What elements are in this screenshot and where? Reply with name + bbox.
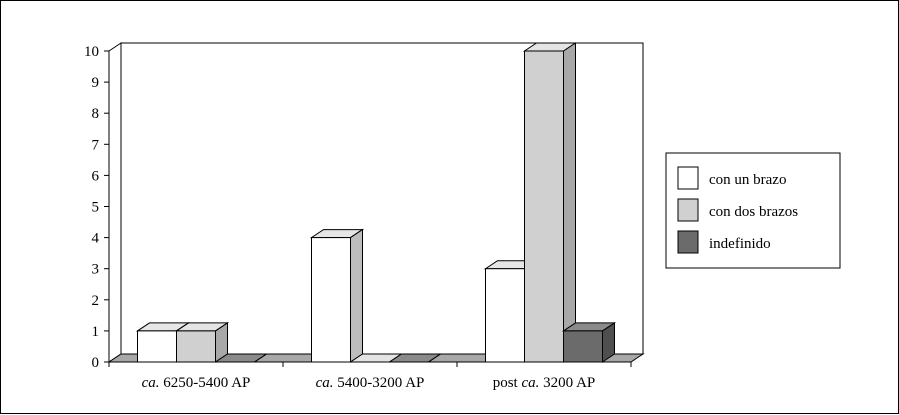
y-tick-label: 6 <box>92 168 100 184</box>
legend-label: con un brazo <box>709 172 786 188</box>
y-tick-label: 3 <box>92 262 100 278</box>
chart-side-wall <box>108 42 122 363</box>
legend-swatch <box>677 230 699 254</box>
y-tick-label: 9 <box>92 75 100 91</box>
bar-side-face <box>254 353 267 363</box>
legend-swatch <box>677 166 699 190</box>
bar-side-face <box>563 42 576 363</box>
y-tick-label: 8 <box>92 106 100 122</box>
x-category-label: post ca. 3200 AP <box>493 375 596 391</box>
y-tick-label: 0 <box>92 355 100 371</box>
y-tick-label: 2 <box>92 293 100 309</box>
bar <box>311 237 351 363</box>
legend-label: con dos brazos <box>709 204 798 220</box>
bar <box>563 330 603 363</box>
bar <box>176 330 216 363</box>
bar-side-face <box>428 353 441 363</box>
x-category-label: ca. 5400-3200 AP <box>316 375 425 391</box>
legend-swatch <box>677 198 699 222</box>
legend-label: indefinido <box>709 236 771 252</box>
y-tick-label: 4 <box>92 231 100 247</box>
bar <box>524 50 564 363</box>
bar <box>137 330 177 363</box>
x-category-label: ca. 6250-5400 AP <box>142 375 251 391</box>
bar-side-face <box>350 228 363 363</box>
y-tick-label: 7 <box>92 137 100 153</box>
y-tick-label: 5 <box>92 200 100 216</box>
y-tick-label: 10 <box>84 44 99 60</box>
bar <box>485 268 525 363</box>
y-tick-label: 1 <box>92 324 100 340</box>
